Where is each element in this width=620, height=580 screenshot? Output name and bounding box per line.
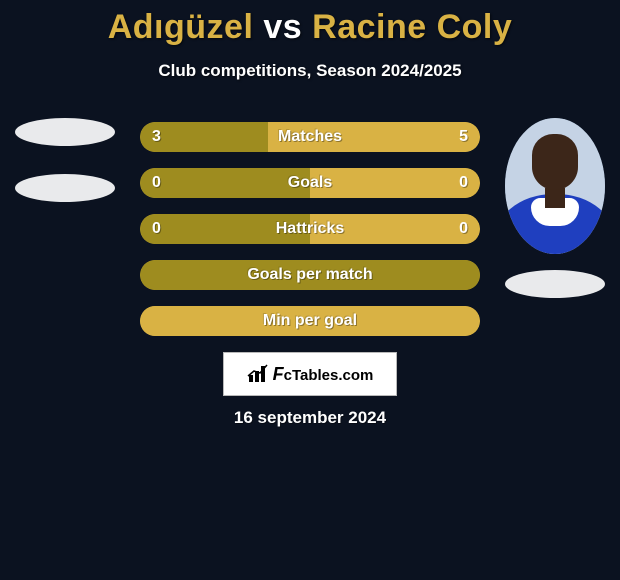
comparison-bars: Matches35Goals00Hattricks00Goals per mat…: [140, 122, 480, 352]
bar-label: Hattricks: [140, 214, 480, 244]
avatar-neck: [545, 188, 565, 208]
bar-value-a: 3: [152, 122, 161, 152]
bar-row: Goals0 0: [140, 168, 480, 198]
bar-label: Goals: [140, 168, 480, 198]
logo-text: FcTables.com: [273, 364, 374, 385]
bar-label: Min per goal: [140, 306, 480, 336]
logo-box: FcTables.com: [223, 352, 397, 396]
bar-row: Goals per match: [140, 260, 480, 290]
title-player-b: Racine Coly: [312, 8, 512, 46]
avatar-collar: [531, 198, 579, 226]
title-vs: vs: [263, 8, 302, 46]
avatar-bg: [505, 118, 605, 254]
player-b-avatar: [505, 118, 605, 254]
logo-chart-icon: [247, 364, 269, 384]
subtitle: Club competitions, Season 2024/2025: [0, 61, 620, 81]
bar-label: Goals per match: [140, 260, 480, 290]
bar-row: Min per goal: [140, 306, 480, 336]
bar-value-a: 0: [152, 168, 161, 198]
avatar-head: [532, 134, 578, 190]
avatar-shoulders: [505, 194, 605, 254]
player-b-col: [500, 118, 610, 326]
bar-row: Matches3 5: [140, 122, 480, 152]
player-a-avatar-placeholder-bottom: [15, 174, 115, 202]
bar-row: Hattricks0 0: [140, 214, 480, 244]
player-b-name-placeholder: [505, 270, 605, 298]
bar-label: Matches: [140, 122, 480, 152]
page-title: Adıgüzel vs Racine Coly: [0, 0, 620, 47]
bar-value-a: 0: [152, 214, 161, 244]
bar-value-b: 0: [459, 214, 468, 244]
bar-value-b: 5: [459, 122, 468, 152]
date-text: 16 september 2024: [0, 408, 620, 428]
player-a-col: [10, 118, 120, 326]
bar-value-b: 0: [459, 168, 468, 198]
title-player-a: Adıgüzel: [108, 8, 254, 46]
player-a-avatar-placeholder-top: [15, 118, 115, 146]
